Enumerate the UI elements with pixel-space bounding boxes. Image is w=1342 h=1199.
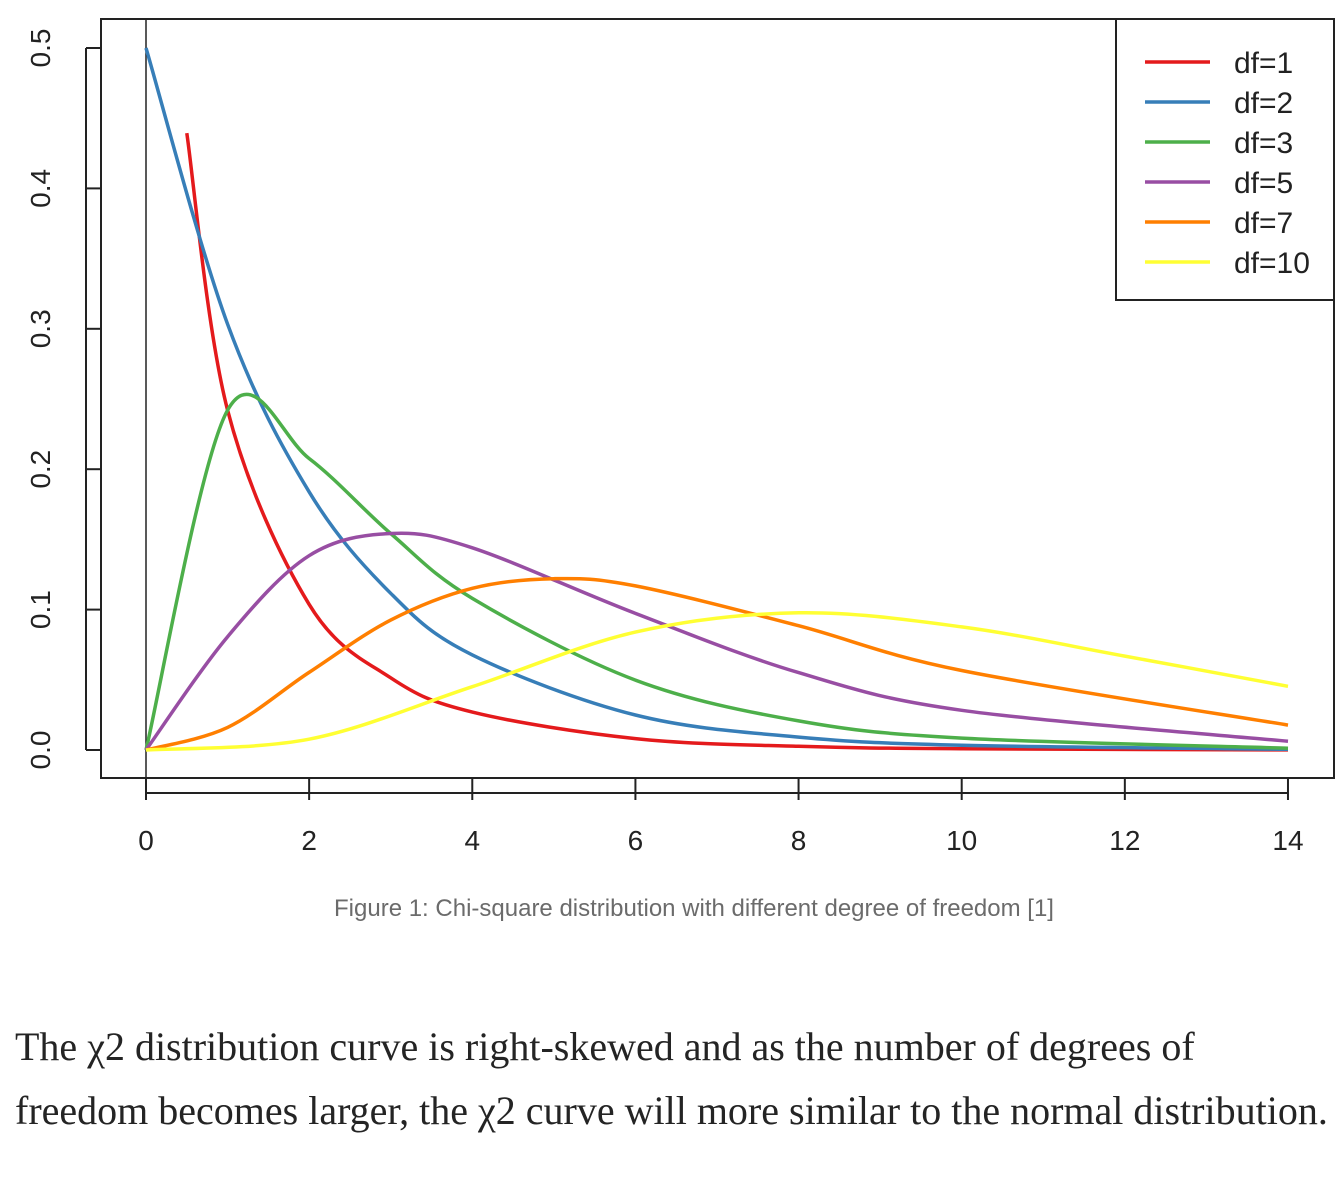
legend-label: df=2	[1234, 87, 1293, 120]
chi-square-chart: 0.00.10.20.30.40.5 0 2 4 6 8 10 12 14 df=1df=2d…	[25, 18, 1335, 856]
x-tick-label: 0	[138, 825, 154, 856]
series-line-df-7	[145, 576, 1289, 752]
legend-label: df=1	[1234, 47, 1293, 80]
figure-caption: Figure 1: Chi-square distribution with d…	[334, 895, 1054, 922]
legend-label: df=10	[1234, 247, 1310, 280]
body-paragraph: The χ2 distribution curve is right-skewe…	[15, 1024, 1328, 1133]
x-axis: 0 2 4 6 8 10 12 14	[138, 778, 1304, 856]
series-line-df-10	[145, 611, 1289, 752]
y-tick-label: 0.2	[25, 450, 56, 489]
y-tick-label: 0.3	[25, 309, 56, 348]
legend-box	[1115, 18, 1335, 301]
series-line-df-1	[185, 132, 1289, 752]
y-tick-label: 0.4	[25, 169, 56, 208]
y-tick-label: 0.0	[25, 731, 56, 770]
y-tick-label: 0.5	[25, 29, 56, 68]
x-tick-label: 14	[1272, 825, 1303, 856]
y-axis: 0.0 0.1 0.2 0.3 0.4 0.5	[25, 29, 101, 770]
series-line-df-3	[144, 392, 1289, 751]
x-tick-label: 4	[464, 825, 480, 856]
legend-label: df=5	[1234, 167, 1293, 200]
plot-frame	[100, 18, 1335, 779]
legend-label: df=3	[1234, 127, 1293, 160]
x-tick-label: 6	[628, 825, 644, 856]
legend: df=1 df=2 df=3 df=5 df=7 df=10	[1115, 18, 1335, 301]
plot-curves	[144, 47, 1289, 752]
legend-label: df=7	[1234, 207, 1293, 240]
y-tick-label: 0.1	[25, 590, 56, 629]
series-line-df-2	[144, 47, 1289, 752]
x-tick-label: 8	[791, 825, 807, 856]
x-tick-label: 10	[946, 825, 977, 856]
series-line-df-5	[144, 531, 1289, 752]
x-tick-label: 12	[1109, 825, 1140, 856]
x-tick-label: 2	[301, 825, 317, 856]
